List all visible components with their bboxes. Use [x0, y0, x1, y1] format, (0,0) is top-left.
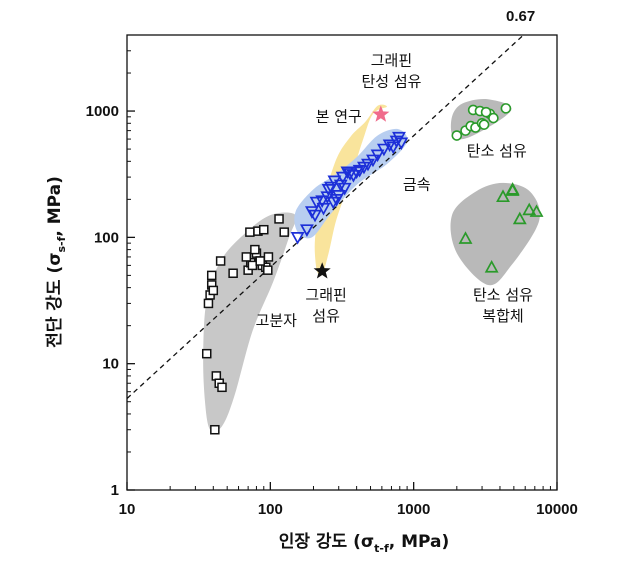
annotation-cf-composite: 탄소 섬유 [473, 286, 533, 304]
region-this-work [314, 104, 387, 276]
polymer-point [201, 348, 212, 359]
polymer-point [274, 214, 284, 224]
x-tick-label: 1000 [397, 501, 430, 518]
this-work-point [327, 175, 342, 189]
annotation-carbon-fiber: 탄소 섬유 [467, 142, 527, 160]
this-work-point [299, 224, 314, 237]
y-tick-label: 1000 [86, 103, 119, 120]
this-work-point [376, 143, 391, 157]
this-work-point [324, 181, 338, 195]
carbon-fiber-point [451, 130, 463, 141]
graphene-elastic-fiber-point [372, 105, 390, 122]
this-work-point [349, 166, 364, 180]
this-work-point [382, 139, 397, 153]
polymer-point [245, 227, 255, 237]
annotation-this-work: 본 연구 [316, 107, 362, 125]
cf-composite-point [522, 202, 537, 216]
y-axis-label: 전단 강도 (σs-f, MPa) [45, 176, 68, 348]
this-work-point [315, 195, 330, 208]
polymer-point [255, 256, 265, 266]
this-work-point [335, 171, 350, 185]
polymer-point [263, 265, 273, 275]
annotation-metal: 금속 [403, 175, 431, 193]
polymer-point [241, 252, 252, 262]
polymer-point [217, 382, 227, 393]
region-polymer [203, 212, 297, 432]
y-tick-label: 1 [111, 482, 119, 499]
polymer-point [250, 244, 260, 255]
this-work-point [340, 166, 355, 180]
x-axis-label: 인장 강도 (σt-f, MPa) [279, 532, 450, 555]
cf-composite-point [484, 259, 499, 273]
this-work-point [308, 209, 322, 223]
graphene-fiber-point [313, 262, 331, 279]
region-cf-composite [450, 182, 540, 286]
this-work-point [370, 149, 385, 163]
carbon-fiber-point [500, 103, 512, 114]
y-axis-label-main: 전단 강도 (σ [45, 253, 65, 348]
this-work-point [316, 202, 331, 216]
cf-composite-point [458, 231, 473, 244]
data-point-layer [201, 103, 544, 435]
polymer-point [279, 227, 289, 237]
cf-composite-point [529, 204, 544, 217]
x-tick-label: 10 [119, 501, 136, 518]
x-axis-label-main: 인장 강도 (σ [279, 532, 374, 552]
polymer-point [228, 268, 238, 278]
annotation-graphene-elastic-fiber: 탄성 섬유 [361, 72, 421, 90]
annotation-cf-composite: 복합체 [482, 307, 523, 325]
plot-frame [126, 34, 558, 491]
carbon-fiber-point [478, 119, 490, 130]
cf-composite-point [512, 211, 527, 225]
x-axis-label-tail: , MPa) [389, 532, 450, 552]
x-tick-label: 10000 [536, 501, 578, 518]
this-work-point [366, 154, 380, 168]
polymer-point [206, 270, 217, 281]
annotation-graphene-fiber: 섬유 [312, 307, 340, 325]
this-work-point [321, 183, 336, 197]
this-work-point [304, 206, 319, 219]
cf-composite-point [505, 183, 520, 196]
y-axis-label-tail: , MPa) [45, 176, 65, 237]
this-work-point [337, 182, 352, 196]
polymer-point [215, 256, 226, 266]
polymer-point [203, 298, 214, 309]
y-tick-label: 100 [94, 229, 119, 246]
trend-slope-label: 0.67 [506, 8, 535, 25]
annotation-graphene-elastic-fiber: 그래핀 [371, 51, 412, 69]
cf-composite-point [496, 189, 510, 203]
this-work-point [361, 158, 375, 172]
carbon-fiber-point [480, 106, 492, 118]
annotation-polymer: 고분자 [256, 312, 298, 330]
x-tick-label: 100 [258, 501, 283, 518]
this-work-point [386, 141, 401, 155]
annotation-graphene-fiber: 그래핀 [305, 286, 346, 304]
polymer-point [263, 252, 274, 262]
y-tick-label: 10 [102, 356, 119, 373]
this-work-point [331, 190, 346, 203]
this-work-point [343, 168, 358, 181]
y-axis-label-sub: s-f [55, 236, 68, 252]
polymer-point [247, 260, 258, 271]
x-axis-label-sub: t-f [374, 542, 389, 555]
carbon-fiber-point [488, 112, 499, 124]
this-work-point [290, 232, 305, 245]
polymer-point [259, 224, 269, 235]
polymer-point [208, 285, 219, 296]
polymer-point [210, 424, 220, 435]
this-work-point [394, 137, 409, 151]
